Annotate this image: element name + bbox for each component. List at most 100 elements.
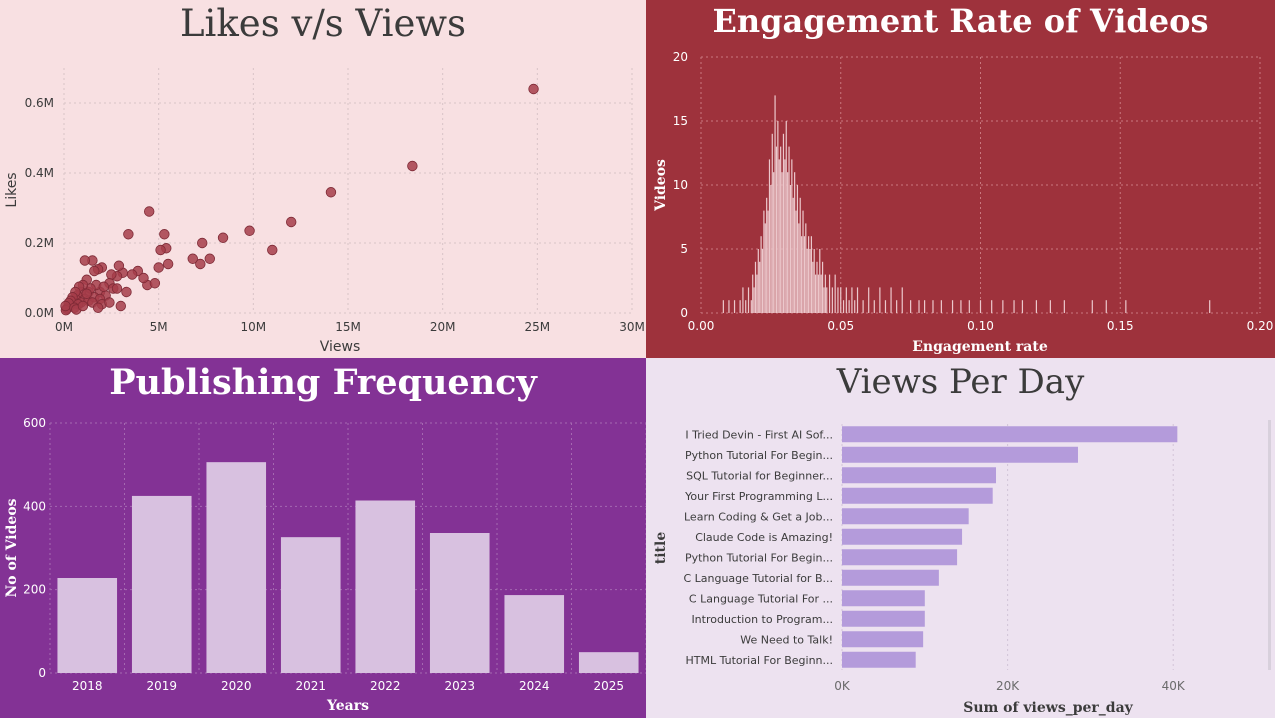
histogram-bar (910, 300, 912, 313)
scatter-point (162, 258, 174, 270)
scatter-point (106, 269, 117, 280)
histogram-bar (873, 300, 875, 313)
histogram-bar (890, 287, 892, 313)
bar-7 (842, 549, 958, 566)
scatter-point (79, 255, 91, 266)
histogram-bar (750, 300, 752, 313)
x-tick-label: 10M (241, 320, 267, 334)
y-tick-label: Claude Code is Amazing! (695, 531, 833, 544)
histogram-bar (752, 274, 754, 313)
x-tick-label: 2022 (370, 679, 401, 693)
scatter-point (111, 283, 123, 294)
y-tick-label: 15 (673, 114, 688, 128)
histogram-bar (824, 274, 826, 313)
histogram-bar (842, 300, 845, 313)
scatter-point (89, 265, 100, 277)
histogram-bar (747, 287, 750, 313)
histogram-bar (940, 300, 942, 313)
histogram-bar (884, 300, 887, 313)
y-tick-label: 0 (38, 666, 46, 680)
likes-vs-views-title: Likes v/s Views (179, 2, 467, 45)
histogram-bar (806, 249, 808, 313)
histogram-bar (868, 287, 870, 313)
histogram-bar (1105, 300, 1107, 313)
scatter-point (123, 229, 134, 240)
y-tick-label: 10 (673, 178, 688, 192)
y-tick-label: C Language Tutorial for B... (683, 572, 833, 585)
scatter-point (217, 232, 229, 243)
bar-2025 (578, 652, 639, 673)
scatter-point (528, 83, 539, 95)
y-tick-label: Learn Coding & Get a Job... (684, 510, 833, 523)
scatter-point (121, 286, 132, 298)
engagement-rate-chart: 0.00 0.05 0.10 0.15 0.20 0 5 10 15 20 Engagement r… (653, 50, 1274, 355)
histogram-bar (745, 300, 747, 313)
bar-4 (842, 487, 993, 504)
histogram-bar (834, 274, 836, 313)
x-tick-label: 15M (335, 320, 361, 334)
histogram-bar (777, 121, 779, 313)
histogram-bar (801, 236, 803, 313)
histogram-bar (879, 287, 881, 313)
scatter-point (92, 302, 104, 313)
scatter-point (98, 281, 109, 292)
histogram-bar (826, 287, 828, 313)
y-tick-label: 0 (680, 306, 688, 320)
histogram-bar (733, 300, 736, 313)
histogram-bar (901, 287, 903, 313)
bar-2018 (57, 578, 118, 673)
x-axis-label: Sum of views_per_day (963, 700, 1133, 716)
y-tick-label: 400 (23, 499, 46, 513)
x-tick-label: 2023 (444, 679, 475, 693)
publishing-frequency-panel: Publishing Frequency 0 200 400 600 2018 2019 2… (0, 358, 646, 718)
histogram-bar (802, 210, 804, 313)
scatter-point (155, 244, 166, 256)
scatter-point (153, 262, 164, 273)
scatter-point (115, 300, 127, 312)
histogram-bar (823, 287, 825, 313)
histogram-bar (1125, 300, 1127, 313)
histogram-bar (764, 223, 766, 313)
histogram-bar (791, 159, 793, 313)
histogram-bar (979, 300, 982, 313)
y-tick-label: 200 (23, 583, 46, 597)
y-tick-label: Introduction to Program... (691, 613, 833, 626)
bar-1 (842, 426, 1178, 443)
histogram-bar (742, 287, 744, 313)
y-tick-label: Python Tutorial For Begin... (685, 551, 833, 564)
y-axis-label: title (653, 532, 669, 565)
histogram-bar (785, 121, 787, 313)
x-tick-label: 2025 (593, 679, 624, 693)
y-tick-label: 600 (23, 416, 46, 430)
histogram-bar (924, 300, 926, 313)
y-tick-label: I Tried Devin - First AI Sof... (685, 428, 833, 441)
y-tick-label: 0.0M (25, 306, 54, 320)
histogram-bar (968, 300, 970, 313)
x-tick-label: 0.20 (1247, 319, 1274, 333)
histogram-bar (1035, 300, 1037, 313)
histogram-bar (991, 300, 993, 313)
histogram-bar (796, 185, 799, 313)
histogram-bar (819, 249, 821, 313)
views-per-day-panel: Views Per Day 0K 20K 40K I Tried Devin - Fi… (646, 358, 1275, 718)
bar-10 (842, 610, 925, 627)
scatter-point (195, 258, 206, 270)
y-tick-label: 20 (673, 50, 688, 64)
histogram-bar (788, 146, 790, 313)
histogram-bar (794, 172, 796, 313)
scatter-point (104, 297, 115, 308)
scrollbar[interactable] (1268, 420, 1271, 670)
scatter-point (149, 278, 161, 289)
histogram-bar (951, 300, 954, 313)
histogram-bar (1002, 300, 1004, 313)
histogram-bar (803, 236, 806, 313)
histogram-bar (768, 159, 771, 313)
y-tick-label: 0.2M (25, 236, 54, 250)
histogram-bar (782, 133, 785, 313)
scatter-point (143, 206, 155, 217)
views-per-day-chart: 0K 20K 40K I Tried Devin - First AI Sof... P… (653, 424, 1186, 716)
x-tick-label: 25M (525, 320, 551, 334)
histogram-bar (1013, 300, 1015, 313)
y-axis-label: No of Videos (4, 498, 20, 597)
scatter-point (244, 225, 255, 236)
